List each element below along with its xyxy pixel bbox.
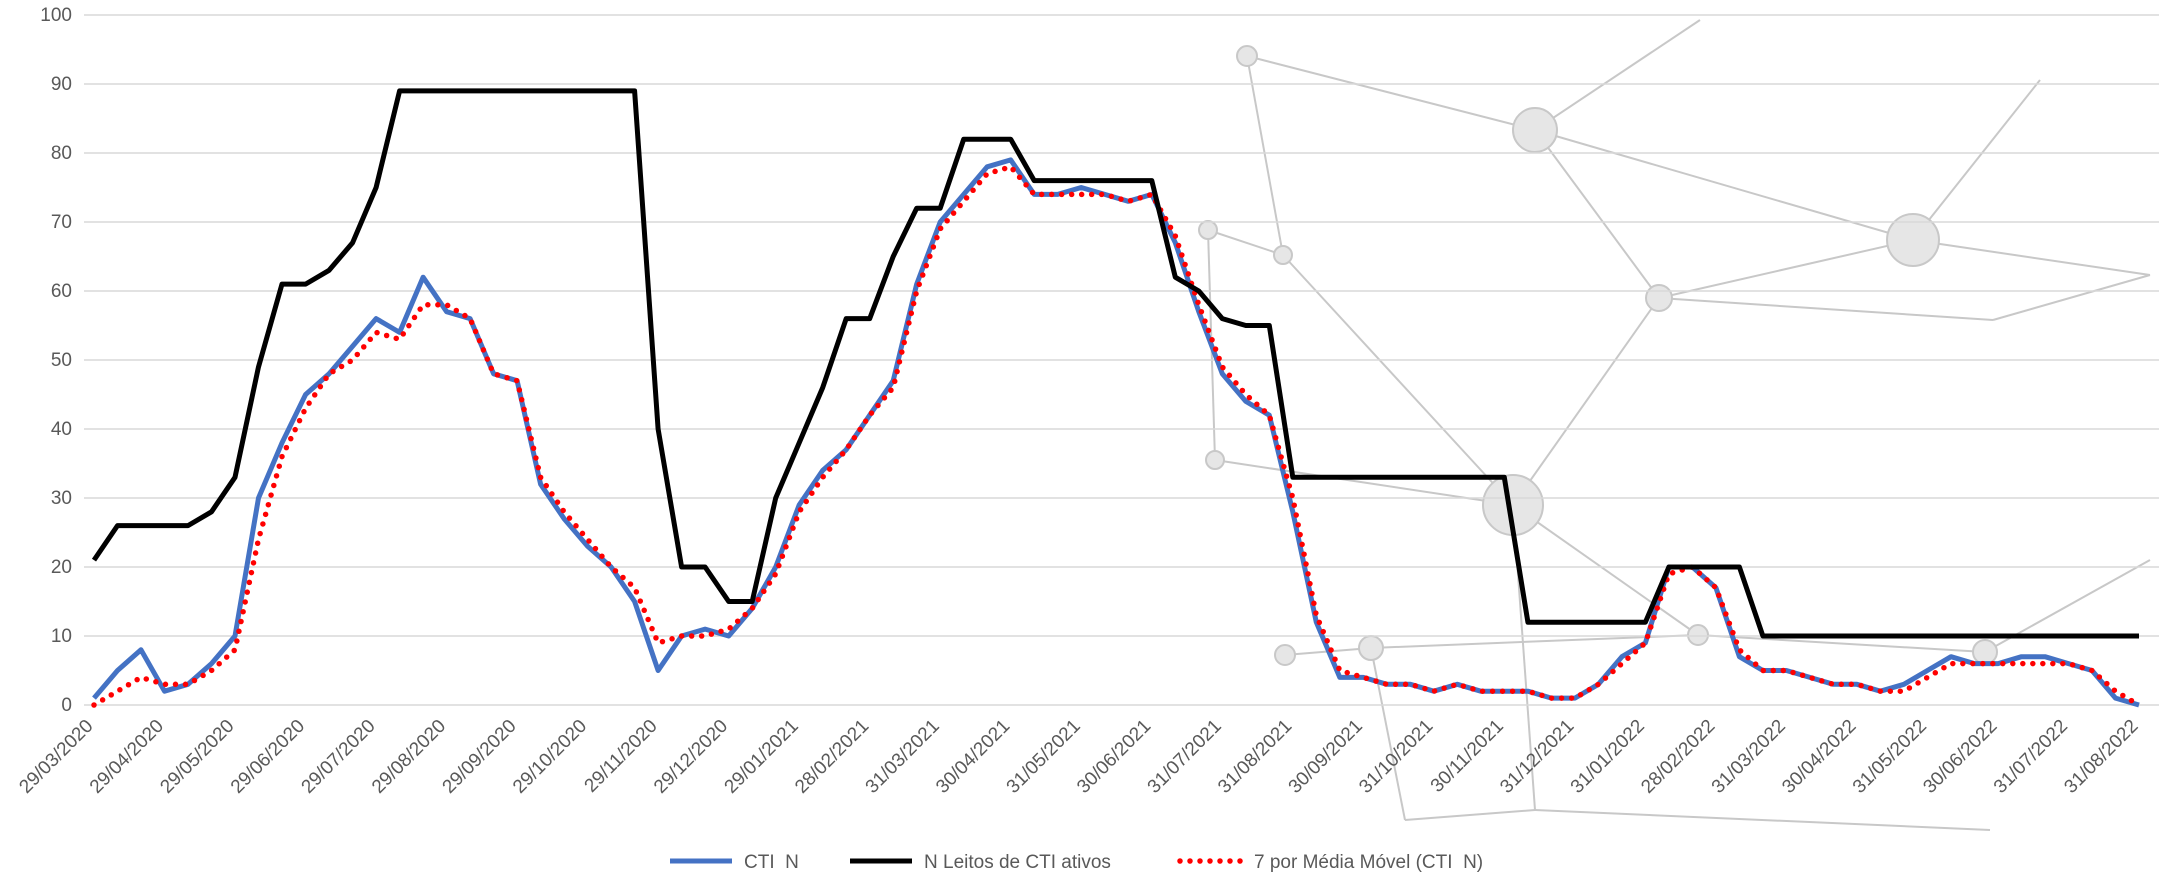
y-tick-label: 0: [61, 695, 72, 716]
x-tick-label: 29/09/2020: [439, 716, 521, 798]
y-tick-label: 100: [40, 5, 72, 26]
x-tick-label: 28/02/2022: [1637, 716, 1719, 798]
x-tick-label: 31/07/2021: [1144, 716, 1226, 798]
y-tick-label: 10: [51, 626, 72, 647]
x-tick-label: 30/06/2021: [1073, 716, 1155, 798]
x-tick-label: 29/10/2020: [509, 716, 591, 798]
y-tick-label: 80: [51, 143, 72, 164]
x-tick-label: 31/10/2021: [1355, 716, 1437, 798]
x-tick-label: 29/05/2020: [156, 716, 238, 798]
x-tick-label: 29/04/2020: [86, 716, 168, 798]
y-tick-label: 90: [51, 74, 72, 95]
x-tick-label: 31/08/2022: [2060, 716, 2142, 798]
x-tick-label: 29/08/2020: [368, 716, 450, 798]
x-tick-label: 29/06/2020: [227, 716, 309, 798]
x-tick-label: 30/06/2022: [1919, 716, 2001, 798]
legend-label: N Leitos de CTI ativos: [924, 852, 1111, 873]
x-tick-label: 31/05/2022: [1849, 716, 1931, 798]
y-tick-label: 50: [51, 350, 72, 371]
series-line: [92, 157, 2140, 708]
y-tick-label: 20: [51, 557, 72, 578]
legend-label: CTI N: [744, 852, 799, 873]
x-tick-label: 31/07/2022: [1990, 716, 2072, 798]
y-tick-label: 70: [51, 212, 72, 233]
series-line: [91, 164, 2142, 708]
x-tick-label: 30/04/2022: [1778, 716, 1860, 798]
x-tick-label: 30/09/2021: [1285, 716, 1367, 798]
x-tick-label: 31/08/2021: [1214, 716, 1296, 798]
x-tick-label: 31/03/2022: [1708, 716, 1790, 798]
x-tick-label: 31/12/2021: [1496, 716, 1578, 798]
y-tick-label: 60: [51, 281, 72, 302]
x-tick-label: 31/05/2021: [1003, 716, 1085, 798]
x-tick-label: 29/11/2020: [581, 716, 662, 797]
x-tick-label: 31/03/2021: [862, 716, 944, 798]
x-tick-label: 30/11/2021: [1427, 716, 1508, 797]
background-network: [1198, 19, 2151, 831]
x-tick-label: 30/04/2021: [932, 716, 1014, 798]
series-line: [91, 88, 2139, 639]
x-tick-label: 28/02/2021: [791, 716, 873, 798]
y-tick-label: 40: [51, 419, 72, 440]
x-tick-label: 29/12/2020: [650, 716, 732, 798]
x-tick-label: 31/01/2022: [1567, 716, 1649, 798]
x-tick-label: 29/03/2020: [15, 716, 97, 798]
x-tick-label: 29/07/2020: [298, 716, 380, 798]
legend-label: 7 por Média Móvel (CTI N): [1254, 852, 1483, 873]
y-tick-label: 30: [51, 488, 72, 509]
x-tick-label: 29/01/2021: [721, 716, 803, 798]
